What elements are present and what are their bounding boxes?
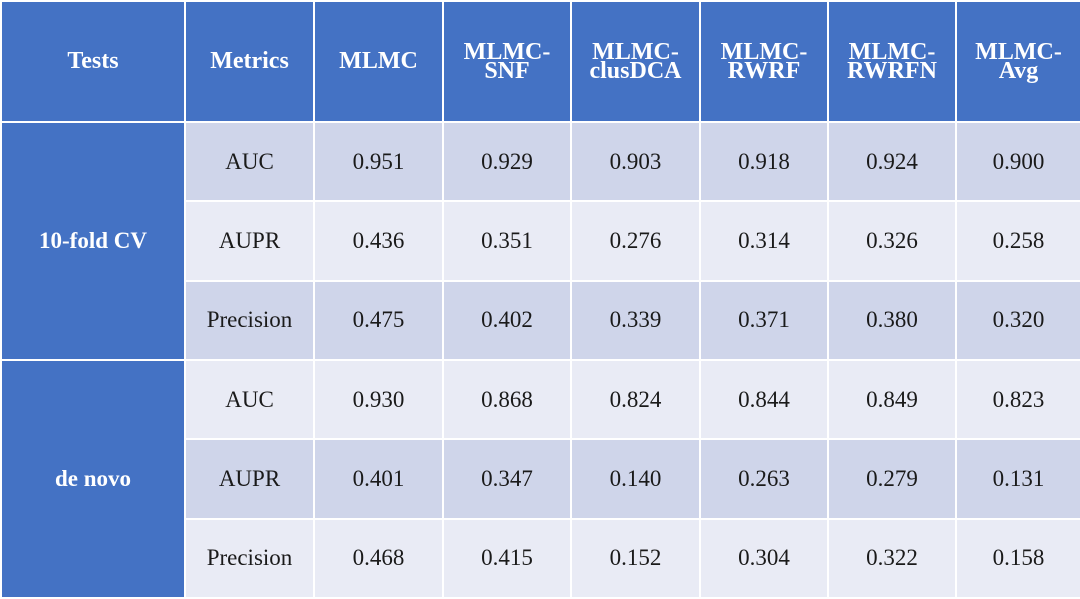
value-cell: 0.951 [313, 120, 444, 203]
header-metrics: Metrics [184, 0, 315, 123]
value-cell: 0.322 [827, 517, 957, 599]
value-cell: 0.415 [442, 517, 572, 599]
value-cell: 0.849 [827, 358, 957, 441]
table-row: AUPR 0.401 0.347 0.140 0.263 0.279 0.131 [1, 438, 1080, 520]
header-method-label: Avg [998, 57, 1039, 84]
metric-label: Precision [184, 279, 315, 361]
value-cell: 0.140 [570, 438, 701, 520]
value-cell: 0.152 [570, 517, 701, 599]
table-row: de novo AUC 0.930 0.868 0.824 0.844 0.84… [0, 358, 1080, 599]
value-cell: 0.436 [313, 200, 444, 282]
header-method-mlmc-rwrf: MLMC- RWRF [699, 0, 829, 123]
header-row: Tests Metrics MLMC MLMC- SNF MLMC- clusD… [0, 0, 1080, 123]
value-cell: 0.844 [699, 358, 829, 441]
value-cell: 0.371 [699, 279, 829, 361]
value-cell: 0.314 [699, 200, 829, 282]
value-cell: 0.868 [442, 358, 572, 441]
value-cell: 0.347 [442, 438, 572, 520]
header-method-label: MLMC- [720, 38, 808, 65]
header-method-mlmc-snf: MLMC- SNF [442, 0, 572, 123]
value-cell: 0.158 [955, 517, 1080, 599]
value-cell: 0.279 [827, 438, 957, 520]
metric-label: AUPR [184, 438, 315, 520]
metric-label: AUPR [184, 200, 315, 282]
value-cell: 0.351 [442, 200, 572, 282]
value-cell: 0.326 [827, 200, 957, 282]
value-cell: 0.900 [955, 120, 1080, 203]
header-method-label: RWRF [727, 57, 801, 84]
header-method-label: MLMC- [848, 38, 936, 65]
metric-label: AUC [184, 120, 315, 203]
header-method-mlmc: MLMC [313, 0, 444, 123]
value-cell: 0.823 [955, 358, 1080, 441]
value-cell: 0.468 [313, 517, 444, 599]
table-row: Precision 0.475 0.402 0.339 0.371 0.380 … [1, 279, 1080, 361]
value-cell: 0.924 [827, 120, 957, 203]
test-group-label: de novo [0, 358, 186, 599]
table-row: 10-fold CV AUC 0.951 0.929 0.903 0.918 0… [0, 120, 1080, 361]
header-method-mlmc-avg: MLMC- Avg [955, 0, 1080, 123]
header-method-mlmc-clusdca: MLMC- clusDCA [570, 0, 701, 123]
table-row: Precision 0.468 0.415 0.152 0.304 0.322 … [1, 517, 1080, 599]
value-cell: 0.304 [699, 517, 829, 599]
value-cell: 0.918 [699, 120, 829, 203]
value-cell: 0.131 [955, 438, 1080, 520]
metric-label: AUC [184, 358, 315, 441]
test-group-label: 10-fold CV [0, 121, 186, 361]
header-method-label: MLMC- [592, 38, 679, 65]
header-method-label: MLMC [339, 48, 418, 74]
value-cell: 0.380 [827, 279, 957, 361]
metric-label: Precision [184, 517, 315, 599]
value-cell: 0.475 [313, 279, 444, 361]
value-cell: 0.276 [570, 200, 701, 282]
header-method-label: SNF [484, 57, 530, 84]
header-method-label: MLMC- [975, 38, 1062, 65]
value-cell: 0.401 [313, 438, 444, 520]
value-cell: 0.263 [699, 438, 829, 520]
value-cell: 0.258 [955, 200, 1080, 282]
table-row: AUPR 0.436 0.351 0.276 0.314 0.326 0.258 [1, 200, 1080, 282]
header-method-label: MLMC- [463, 38, 551, 65]
value-cell: 0.930 [313, 358, 444, 441]
header-tests: Tests [0, 0, 186, 123]
header-method-label: RWRFN [847, 57, 937, 84]
header-method-label: clusDCA [589, 57, 682, 84]
value-cell: 0.903 [570, 120, 701, 203]
value-cell: 0.824 [570, 358, 701, 441]
value-cell: 0.929 [442, 120, 572, 203]
value-cell: 0.402 [442, 279, 572, 361]
header-method-mlmc-rwrfn: MLMC- RWRFN [827, 0, 957, 123]
value-cell: 0.320 [955, 279, 1080, 361]
value-cell: 0.339 [570, 279, 701, 361]
